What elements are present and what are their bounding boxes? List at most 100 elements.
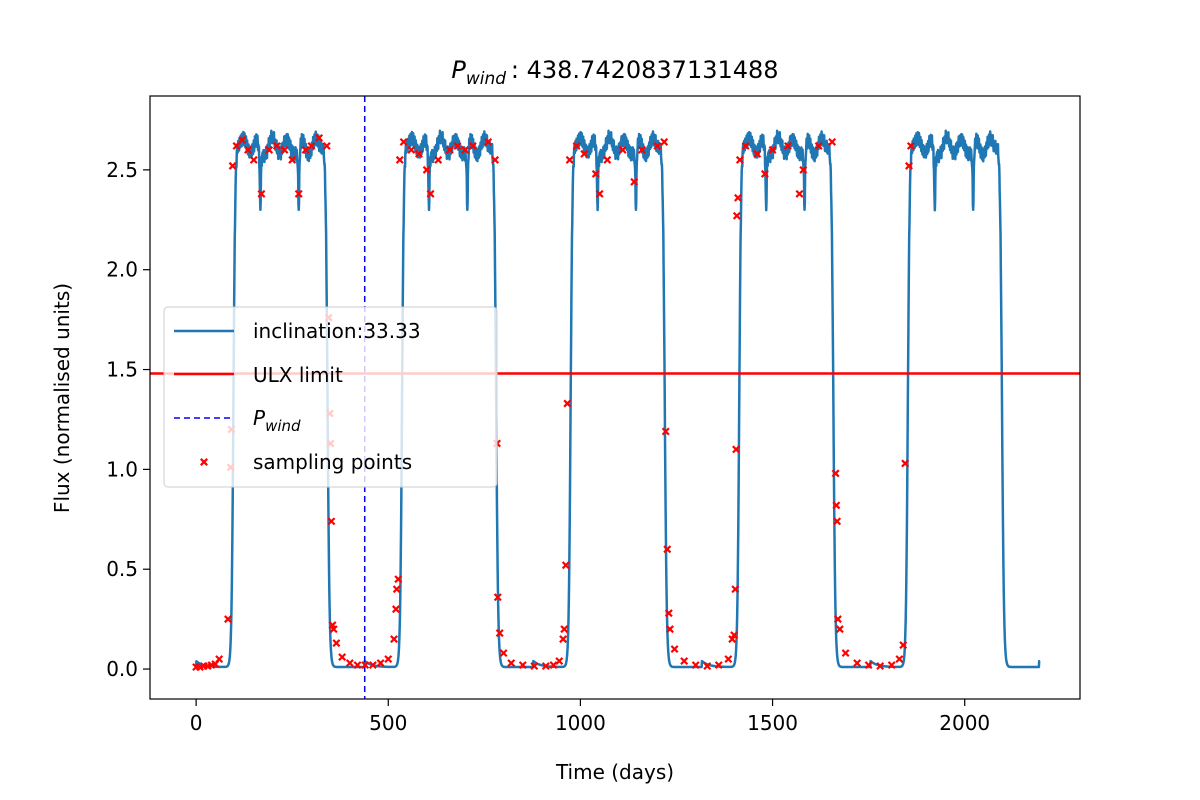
legend-frame — [163, 306, 498, 488]
sampling-point — [434, 155, 443, 164]
sampling-point — [733, 193, 742, 202]
legend-marker-sampling — [200, 458, 208, 466]
sampling-point — [338, 653, 347, 662]
x-axis: 0 500 1000 1500 2000 — [190, 699, 990, 735]
sampling-point — [670, 645, 679, 654]
sampling-point — [495, 629, 504, 638]
sampling-point — [329, 625, 338, 634]
sampling-point — [864, 661, 873, 670]
y-tick-label: 0.5 — [106, 557, 138, 581]
sampling-point — [783, 141, 792, 150]
sampling-point — [703, 662, 712, 671]
sampling-point — [603, 155, 612, 164]
sampling-point — [288, 155, 297, 164]
plot-area — [150, 96, 1080, 699]
x-tick-label: 500 — [369, 711, 407, 735]
title-symbol: P — [451, 56, 466, 84]
sampling-point — [730, 631, 739, 640]
sampling-point — [559, 635, 568, 644]
sampling-point — [307, 141, 316, 150]
sampling-point — [572, 141, 581, 150]
sampling-point — [391, 605, 400, 614]
sampling-point — [461, 145, 470, 154]
sampling-point — [422, 165, 431, 174]
sampling-point — [265, 145, 274, 154]
sampling-point — [549, 661, 558, 670]
sampling-point — [345, 659, 354, 668]
sampling-point — [595, 189, 604, 198]
sampling-point — [353, 661, 362, 670]
y-axis: 0.0 0.5 1.0 1.5 2.0 2.5 — [106, 158, 150, 681]
sampling-point — [728, 635, 737, 644]
sampling-point — [731, 585, 740, 594]
sampling-point — [895, 655, 904, 664]
sampling-point — [814, 141, 823, 150]
sampling-point — [392, 585, 401, 594]
sampling-point — [665, 625, 674, 634]
sampling-point — [768, 145, 777, 154]
sampling-point — [407, 145, 416, 154]
sampling-point — [741, 141, 750, 150]
sampling-point — [272, 141, 281, 150]
sampling-point — [630, 177, 639, 186]
sampling-point — [618, 145, 627, 154]
sampling-point — [724, 655, 733, 664]
sampling-point — [799, 165, 808, 174]
x-tick-label: 2000 — [939, 711, 990, 735]
sampling-point — [390, 635, 399, 644]
sampling-point — [833, 615, 842, 624]
sampling-point — [637, 145, 646, 154]
sampling-point — [732, 211, 741, 220]
sampling-point — [580, 149, 589, 158]
sampling-point — [680, 657, 689, 666]
sampling-point — [507, 659, 516, 668]
sampling-point — [499, 649, 508, 658]
title-value: : 438.7420837131488 — [506, 56, 778, 84]
sampling-point — [484, 137, 493, 146]
sampling-point — [453, 141, 462, 150]
sampling-point — [835, 625, 844, 634]
sampling-point — [384, 655, 393, 664]
x-tick-label: 0 — [190, 711, 203, 735]
sampling-point — [315, 133, 324, 142]
sampling-point — [257, 189, 266, 198]
legend-label-lightcurve: inclination:33.33 — [253, 319, 421, 343]
sampling-point — [301, 145, 310, 154]
sampling-point — [795, 189, 804, 198]
sampling-point — [714, 661, 723, 670]
sampling-point — [394, 575, 403, 584]
sampling-point — [565, 155, 574, 164]
sampling-point — [732, 445, 741, 454]
sampling-point — [833, 517, 842, 526]
lightcurve-line — [194, 129, 1041, 669]
legend-label-pwind: Pwind — [253, 406, 301, 435]
y-tick-label: 2.5 — [106, 158, 138, 182]
sampling-point — [753, 149, 762, 158]
sampling-point — [518, 661, 527, 670]
sampling-point — [327, 517, 336, 526]
legend-sampling-x — [200, 458, 208, 466]
sampling-point — [560, 625, 569, 634]
sampling-point — [832, 501, 841, 510]
sampling-point — [828, 137, 837, 146]
sampling-point — [361, 661, 370, 670]
sampling-point — [591, 169, 600, 178]
sampling-point — [760, 169, 769, 178]
plot-frame — [149, 95, 1081, 700]
title-subscript: wind — [466, 69, 506, 89]
sampling-point — [232, 141, 241, 150]
legend-pwind-symbol: P — [253, 406, 266, 430]
sampling-point — [660, 137, 669, 146]
y-tick-label: 1.5 — [106, 358, 138, 382]
sampling-point — [563, 399, 572, 408]
sampling-point — [426, 189, 435, 198]
sampling-point — [249, 155, 258, 164]
sampling-point — [661, 427, 670, 436]
sampling-point — [238, 135, 247, 144]
chart-title: Pwind : 438.7420837131488 — [451, 56, 778, 89]
sampling-point — [530, 662, 539, 671]
sampling-point — [294, 189, 303, 198]
sampling-point — [663, 545, 672, 554]
sampling-point — [906, 141, 915, 150]
